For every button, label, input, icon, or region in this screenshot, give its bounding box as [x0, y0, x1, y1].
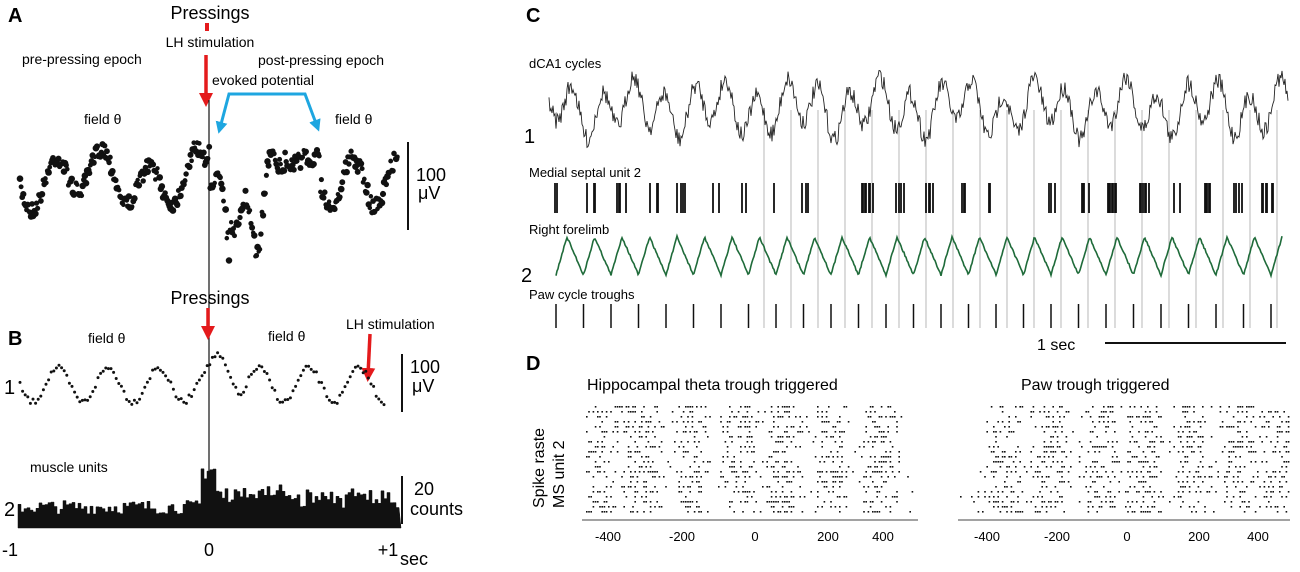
panel-label-d: D — [526, 353, 540, 375]
blue-bracket — [215, 92, 321, 134]
tick-right-m200: -200 — [1044, 529, 1070, 544]
scale-value-b1: 100 — [410, 357, 440, 377]
raster-ylabel-line2: MS unit 2 — [551, 440, 568, 508]
scale-bar-label-c: 1 sec — [1037, 337, 1075, 354]
muscle-unit-histogram — [17, 468, 402, 529]
x-tick-0: 0 — [204, 540, 214, 560]
forelimb-trace — [555, 233, 1283, 279]
raster-right — [960, 406, 1290, 513]
group-1-label-c: 1 — [524, 126, 535, 148]
scale-unit-b2: counts — [410, 499, 463, 519]
field-trace-a — [16, 140, 400, 264]
post-epoch-label: post-pressing epoch — [258, 52, 384, 68]
muscle-units-label: muscle units — [30, 459, 108, 475]
pressings-label-b: Pressings — [170, 288, 249, 308]
raster-ticks-left: -400 -200 0 200 400 — [595, 529, 894, 544]
field-theta-label-a-left: field θ — [84, 111, 122, 127]
paw-trough-ticks — [555, 304, 1272, 328]
lh-stimulation-label-a: LH stimulation — [166, 34, 255, 50]
dca1-label: dCA1 cycles — [529, 56, 602, 71]
panel-label-b: B — [8, 328, 22, 350]
pressings-tick-a — [205, 23, 209, 31]
tick-left-0: 0 — [751, 529, 758, 544]
alignment-guides — [763, 110, 1278, 328]
tick-left-m400: -400 — [595, 529, 621, 544]
raster-ticks-right: -400 -200 0 200 400 — [974, 529, 1269, 544]
tick-right-200: 200 — [1188, 529, 1210, 544]
field-theta-label-b-right: field θ — [268, 328, 306, 344]
raster-left — [586, 406, 914, 513]
scale-unit-a: μV — [418, 183, 440, 203]
pressings-label-a: Pressings — [170, 3, 249, 23]
field-theta-label-b-left: field θ — [88, 330, 126, 346]
group-2-label-c: 2 — [521, 265, 532, 287]
septal-unit-label: Medial septal unit 2 — [529, 165, 641, 180]
x-tick-plus-1: +1 — [378, 540, 399, 560]
raster-title-left: Hippocampal theta trough triggered — [587, 377, 838, 394]
tick-right-m400: -400 — [974, 529, 1000, 544]
panel-label-c: C — [526, 5, 540, 27]
tick-left-m200: -200 — [669, 529, 695, 544]
tick-right-0: 0 — [1123, 529, 1130, 544]
scale-unit-b1: μV — [412, 376, 434, 396]
panel-b: B Pressings field θ field θ LH stimulati… — [2, 288, 463, 569]
lh-stimulation-label-b: LH stimulation — [346, 316, 435, 332]
raster-ylabel-line1: Spike raste — [531, 428, 548, 508]
pre-epoch-label: pre-pressing epoch — [22, 51, 142, 67]
tick-right-400: 400 — [1247, 529, 1269, 544]
field-trace-b — [18, 351, 386, 407]
panel-c: C dCA1 cycles 1 Medial septal unit 2 Rig… — [521, 5, 1289, 354]
tick-left-400: 400 — [872, 529, 894, 544]
evoked-potential-label: evoked potential — [212, 72, 314, 88]
tick-left-200: 200 — [817, 529, 839, 544]
panel-a: A Pressings LH stimulation pre-pressing … — [8, 3, 446, 520]
septal-spike-train — [554, 183, 1274, 213]
raster-title-right: Paw trough triggered — [1021, 377, 1170, 394]
forelimb-label: Right forelimb — [529, 222, 609, 237]
x-unit-sec: sec — [400, 549, 428, 569]
x-tick-minus-1: -1 — [2, 540, 18, 560]
trace-2-label-b: 2 — [4, 499, 15, 521]
field-theta-label-a-right: field θ — [335, 111, 373, 127]
scale-value-a: 100 — [416, 165, 446, 185]
panel-d: D Hippocampal theta trough triggered Paw… — [526, 353, 1290, 544]
scale-value-b2: 20 — [414, 479, 434, 499]
red-arrow-b-lh — [361, 333, 376, 382]
trace-1-label-b: 1 — [4, 377, 15, 399]
dca1-trace — [548, 69, 1289, 149]
panel-label-a: A — [8, 5, 22, 27]
paw-troughs-label: Paw cycle troughs — [529, 287, 635, 302]
